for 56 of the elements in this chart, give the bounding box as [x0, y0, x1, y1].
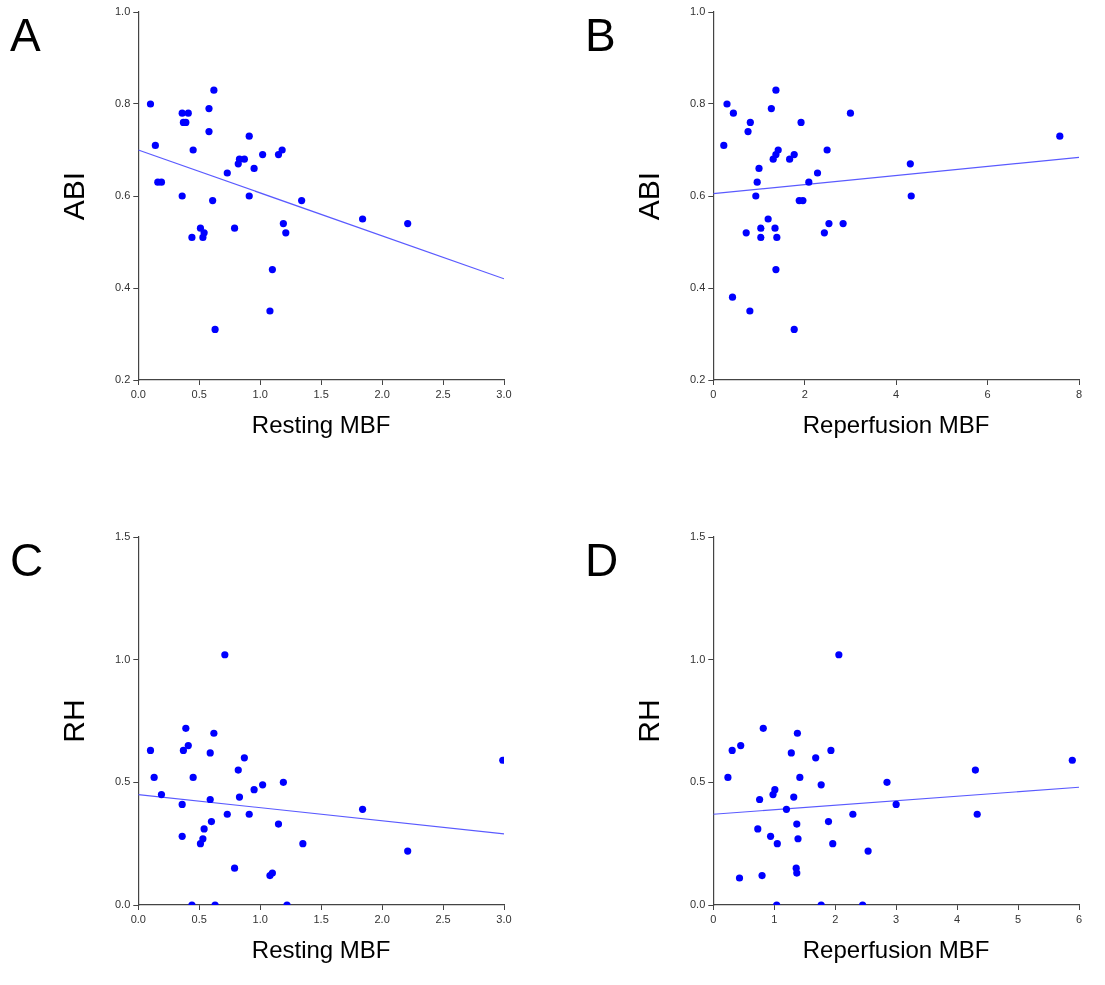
x-axis-title: Resting MBF [251, 936, 391, 964]
x-tick-label: 2.0 [374, 387, 390, 400]
x-tick-label: 0.0 [130, 912, 146, 925]
y-tick-label: 0.0 [689, 898, 706, 911]
y-tick-label: 0.4 [689, 281, 706, 294]
x-tick-label: 0.0 [130, 387, 146, 400]
x-tick-label: 2.0 [374, 912, 390, 925]
x-tick-label: 3.0 [496, 912, 512, 925]
y-tick-label: 0.2 [114, 373, 131, 386]
y-tick-label: 0.6 [689, 189, 706, 202]
y-tick-label: 1.0 [689, 5, 706, 18]
y-axis-title: RH [57, 699, 91, 743]
x-tick-label: 2 [801, 387, 808, 400]
y-tick-label: 1.0 [114, 652, 131, 665]
x-tick-label: 1.0 [252, 387, 268, 400]
y-axis-title: RH [632, 699, 666, 743]
y-tick-label: 0.5 [114, 775, 131, 788]
y-tick-label: 1.0 [114, 5, 131, 18]
x-tick-label: 3.0 [496, 387, 512, 400]
x-tick-label: 2.5 [435, 912, 451, 925]
y-axis-title: ABI [57, 171, 91, 221]
x-tick-label: 4 [893, 387, 900, 400]
y-tick-label: 0.8 [114, 97, 131, 110]
y-tick-label: 0.5 [689, 775, 706, 788]
chart-title: C [10, 534, 44, 586]
x-tick-label: 3 [893, 912, 900, 925]
x-tick-label: 0 [710, 387, 717, 400]
x-tick-label: 1.5 [313, 387, 329, 400]
x-tick-label: 5 [1014, 912, 1022, 925]
x-axis-title: Reperfusion MBF [802, 936, 990, 964]
chart-title: A [10, 9, 41, 61]
x-tick-label: 1.5 [313, 912, 329, 925]
y-axis-title: ABI [632, 171, 666, 221]
chart-title: B [585, 9, 616, 61]
y-tick-label: 1.5 [114, 530, 131, 543]
y-tick-label: 0.0 [114, 898, 131, 911]
x-tick-label: 0.5 [191, 387, 207, 400]
chart-title: D [585, 534, 619, 586]
x-tick-label: 0.5 [191, 912, 207, 925]
x-axis-title: Reperfusion MBF [802, 411, 990, 439]
x-tick-label: 2 [832, 912, 839, 925]
x-tick-label: 2.5 [435, 387, 451, 400]
y-tick-label: 0.8 [689, 97, 706, 110]
x-tick-label: 6 [984, 387, 991, 400]
x-tick-label: 1 [771, 912, 778, 925]
y-tick-label: 1.5 [689, 530, 706, 543]
x-axis-title: Resting MBF [251, 411, 391, 439]
x-tick-label: 6 [1075, 912, 1083, 925]
x-tick-label: 0 [710, 912, 717, 925]
y-tick-label: 0.4 [114, 281, 131, 294]
x-tick-label: 1.0 [252, 912, 268, 925]
y-tick-label: 0.6 [114, 189, 131, 202]
y-tick-label: 1.0 [689, 652, 706, 665]
x-tick-label: 4 [954, 912, 961, 925]
y-tick-label: 0.2 [689, 373, 706, 386]
x-tick-label: 8 [1075, 387, 1083, 400]
